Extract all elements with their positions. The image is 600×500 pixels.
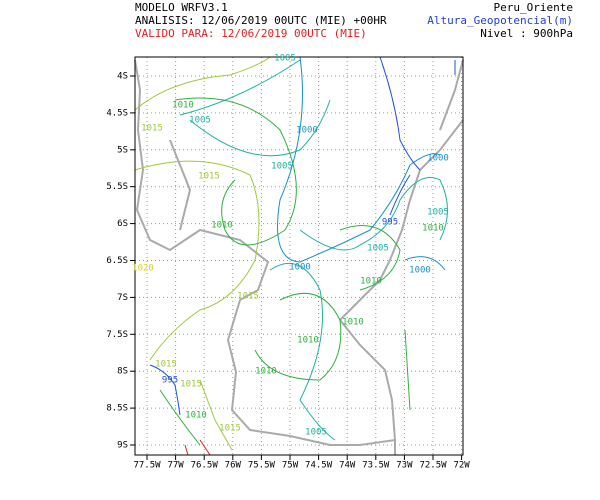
lon-label: 75W bbox=[282, 461, 299, 471]
variable: Altura_Geopotencial(m) bbox=[427, 14, 573, 27]
lon-label: 73W bbox=[396, 461, 413, 471]
contour-label: 1015 bbox=[180, 380, 202, 390]
lat-label: 6.5S bbox=[106, 256, 128, 266]
contour-label: 1000 bbox=[409, 266, 431, 276]
contour-label: 1010 bbox=[422, 224, 444, 234]
contour-label: 1005 bbox=[271, 162, 293, 172]
model: MODELO WRFV3.1 bbox=[135, 1, 228, 14]
contour-label: 1015 bbox=[237, 292, 259, 302]
lat-label: 7.5S bbox=[106, 330, 128, 340]
lat-label: 4S bbox=[117, 72, 128, 82]
lon-label: 72W bbox=[453, 461, 470, 471]
lat-label: 8.5S bbox=[106, 404, 128, 414]
contour-label: 1000 bbox=[289, 263, 311, 273]
region: Peru_Oriente bbox=[494, 1, 573, 14]
contour-label: 1005 bbox=[367, 244, 389, 254]
contour-label: 1010 bbox=[255, 367, 277, 377]
lon-label: 74.5W bbox=[305, 461, 333, 471]
lon-label: 74W bbox=[339, 461, 356, 471]
lon-label: 77.5W bbox=[133, 461, 161, 471]
contour-label: 1005 bbox=[305, 428, 327, 438]
contour-label: 1010 bbox=[211, 221, 233, 231]
contours bbox=[134, 56, 456, 456]
contour-label: 1015 bbox=[219, 424, 241, 434]
lat-label: 7S bbox=[117, 293, 128, 303]
lat-label: 6S bbox=[117, 219, 128, 229]
analysis: ANALISIS: 12/06/2019 00UTC (MIE) +00HR bbox=[135, 14, 387, 27]
lon-label: 76W bbox=[225, 461, 242, 471]
lon-label: 72.5W bbox=[419, 461, 447, 471]
contour-label: 1005 bbox=[427, 208, 449, 218]
contour-label: 1010 bbox=[185, 411, 207, 421]
contour-label: 1010 bbox=[172, 101, 194, 111]
level: Nivel : 900hPa bbox=[480, 27, 573, 40]
lon-label: 75.5W bbox=[248, 461, 276, 471]
lon-label: 77W bbox=[167, 461, 184, 471]
contour-label: 1010 bbox=[297, 336, 319, 346]
contour-label: 1015 bbox=[155, 360, 177, 370]
lat-label: 8S bbox=[117, 367, 128, 377]
contour-label: 995 bbox=[382, 218, 398, 228]
contour-label: 1000 bbox=[296, 126, 318, 136]
valid-time: VALIDO PARA: 12/06/2019 00UTC (MIE) bbox=[135, 27, 367, 40]
grid bbox=[130, 57, 463, 460]
contour-label: 1005 bbox=[189, 116, 211, 126]
lon-label: 73.5W bbox=[362, 461, 390, 471]
contour-label: 1010 bbox=[360, 277, 382, 287]
contour-label: 1015 bbox=[141, 124, 163, 134]
map-frame bbox=[134, 56, 464, 456]
contour-label: 1000 bbox=[427, 154, 449, 164]
contour-label: 1015 bbox=[198, 172, 220, 182]
lat-label: 4.5S bbox=[106, 108, 128, 118]
contour-label: 995 bbox=[162, 376, 178, 386]
contour-label: 1020 bbox=[132, 264, 154, 274]
lon-label: 76.5W bbox=[191, 461, 219, 471]
lat-label: 5S bbox=[117, 145, 128, 155]
contour-label: 1005 bbox=[274, 54, 296, 64]
lat-label: 9S bbox=[117, 441, 128, 451]
contour-label: 1010 bbox=[342, 318, 364, 328]
lat-label: 5.5S bbox=[106, 182, 128, 192]
